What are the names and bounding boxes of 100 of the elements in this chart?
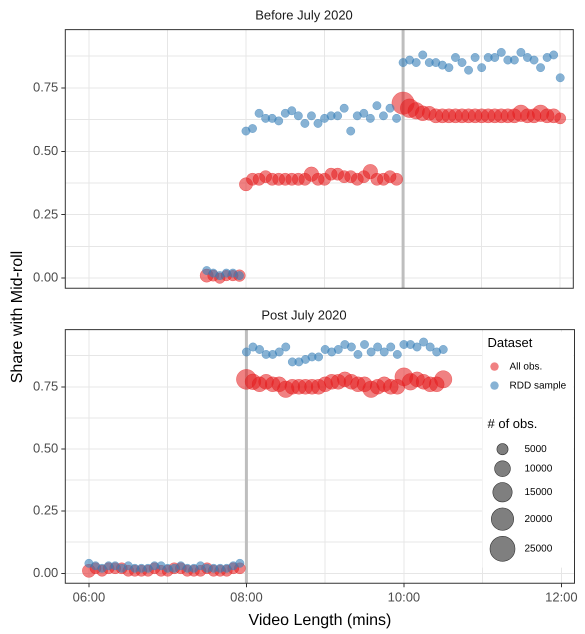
point xyxy=(360,340,369,349)
y-tick-label: 0.00 xyxy=(32,270,58,285)
point xyxy=(300,118,310,128)
point xyxy=(556,73,565,82)
point xyxy=(451,53,460,62)
y-tick-label: 0.75 xyxy=(32,378,58,394)
point xyxy=(405,56,414,64)
y-tick-label: 0.75 xyxy=(32,80,58,95)
point xyxy=(248,342,258,352)
point xyxy=(530,56,538,64)
point xyxy=(346,342,356,352)
point xyxy=(333,111,342,120)
point xyxy=(235,558,244,568)
point xyxy=(477,63,486,72)
legend-label: 5000 xyxy=(524,444,548,455)
point xyxy=(490,53,500,62)
point xyxy=(84,558,94,568)
y-tick-label: 0.25 xyxy=(32,502,58,518)
point xyxy=(366,348,376,356)
point xyxy=(340,340,350,349)
point xyxy=(496,48,506,57)
point xyxy=(314,118,322,128)
point xyxy=(208,268,218,278)
point xyxy=(444,63,454,72)
point xyxy=(366,114,375,123)
point xyxy=(458,58,466,68)
point xyxy=(255,345,264,354)
legend-title: Dataset xyxy=(488,335,533,350)
point xyxy=(352,111,362,120)
point xyxy=(510,56,519,64)
legend-label: 10000 xyxy=(524,463,553,474)
point xyxy=(431,58,440,68)
point xyxy=(202,266,212,275)
point xyxy=(386,104,394,113)
point xyxy=(392,350,402,359)
point xyxy=(438,60,447,70)
point xyxy=(327,348,336,356)
point xyxy=(372,101,382,110)
point xyxy=(98,564,106,573)
point xyxy=(228,268,238,278)
point xyxy=(516,48,526,57)
x-tick-label: 08:00 xyxy=(230,590,263,605)
y-tick-label: 0.50 xyxy=(32,142,58,158)
point xyxy=(268,350,278,359)
point xyxy=(294,111,303,120)
y-tick-label: 0.25 xyxy=(32,206,58,222)
point xyxy=(464,66,474,75)
point xyxy=(306,111,316,120)
point xyxy=(359,108,368,118)
point xyxy=(254,108,264,118)
point xyxy=(274,348,284,356)
legend-label: 20000 xyxy=(524,514,553,525)
point xyxy=(334,345,343,354)
point xyxy=(281,342,290,352)
point xyxy=(432,348,442,356)
y-tick-label: 0.50 xyxy=(32,440,58,456)
point xyxy=(542,53,552,62)
point xyxy=(215,271,224,280)
point xyxy=(386,342,396,352)
point xyxy=(426,342,435,352)
x-tick-label: 12:00 xyxy=(545,590,578,605)
point xyxy=(373,342,382,352)
y-axis-title: Share with Mid-roll xyxy=(9,250,27,384)
point xyxy=(346,126,356,136)
point xyxy=(398,58,408,68)
point xyxy=(523,53,532,62)
point xyxy=(320,114,329,123)
point xyxy=(340,104,349,113)
legend-label: 25000 xyxy=(524,544,553,555)
point xyxy=(320,345,330,354)
legend-label: All obs. xyxy=(510,361,542,372)
point xyxy=(248,124,257,133)
y-tick-label: 0.00 xyxy=(32,564,58,580)
point xyxy=(242,348,251,356)
point xyxy=(536,63,546,72)
point xyxy=(412,342,422,352)
point xyxy=(438,345,448,354)
point xyxy=(274,116,284,126)
point xyxy=(470,53,480,62)
point xyxy=(380,348,389,356)
point xyxy=(294,357,304,366)
legend-label: 15000 xyxy=(524,487,553,498)
annotation: # of obs. xyxy=(488,416,538,432)
point xyxy=(549,50,558,60)
point xyxy=(392,114,401,123)
chart-title: Post July 2020 xyxy=(261,307,347,322)
x-tick-label: 10:00 xyxy=(388,590,420,605)
point xyxy=(287,106,296,116)
x-axis-title: Video Length (mins) xyxy=(248,612,392,629)
point xyxy=(379,111,388,120)
point xyxy=(314,352,324,362)
x-tick-label: 06:00 xyxy=(72,590,106,605)
legend-label: RDD sample xyxy=(510,380,567,392)
point xyxy=(406,340,415,349)
chart-title: Before July 2020 xyxy=(255,7,353,22)
point xyxy=(419,338,428,346)
point xyxy=(301,354,310,364)
point xyxy=(418,50,428,60)
point xyxy=(124,561,133,570)
point xyxy=(412,58,421,68)
